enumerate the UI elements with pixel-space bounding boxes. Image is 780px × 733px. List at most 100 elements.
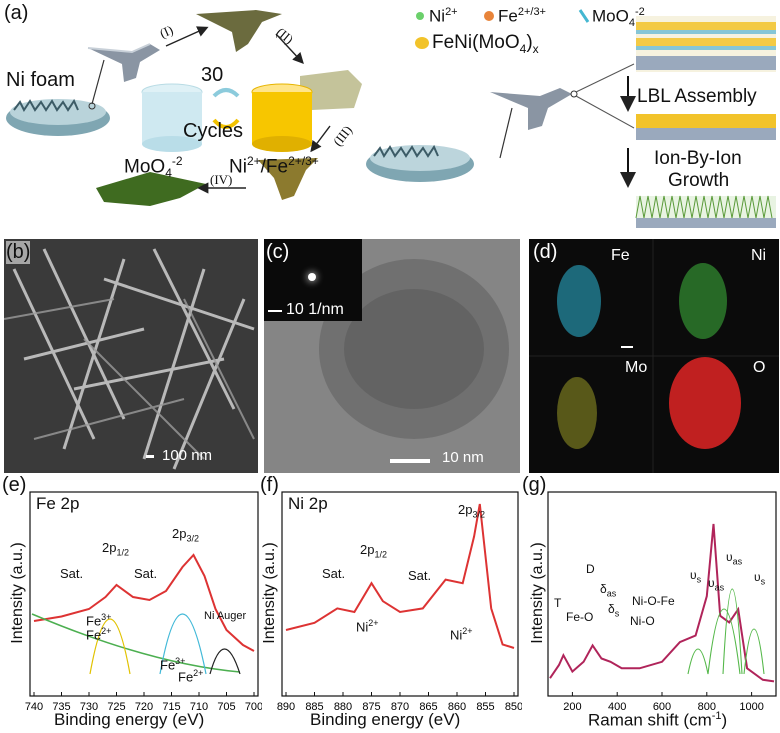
panel-d-label: (d): [533, 241, 558, 263]
panel-g-ylabel: Intensity (a.u.): [529, 542, 546, 644]
f-ann-sat1: Sat.: [322, 566, 346, 581]
x-tick-label: 855: [476, 701, 494, 713]
panel-e-label: (e): [2, 474, 27, 496]
panel-e-ylabel: Intensity (a.u.): [9, 542, 26, 644]
x-tick-label: 730: [80, 701, 98, 713]
x-tick-label: 725: [107, 701, 125, 713]
mo-map: [557, 377, 597, 449]
x-tick-label: 710: [190, 701, 208, 713]
g-ann-nio: Ni-O: [630, 614, 655, 628]
eds-mo-label: Mo: [625, 359, 648, 376]
product-step4-image: [96, 172, 206, 206]
lbl-assembly-label: LBL Assembly: [637, 86, 757, 107]
e-ann-auger: Ni Auger: [204, 610, 247, 622]
x-tick-label: 870: [391, 701, 409, 713]
e-ann-2p32: 2p3/2: [172, 526, 199, 544]
panel-f-ylabel: Intensity (a.u.): [261, 542, 278, 644]
e-ann-fe3b: Fe3+: [160, 656, 186, 673]
e-ann-2p12: 2p1/2: [102, 540, 129, 558]
x-tick-label: 880: [334, 701, 352, 713]
x-tick-label: 875: [362, 701, 380, 713]
g-ann-vs1: υs: [690, 568, 702, 585]
moo4-label: MoO4-2: [124, 154, 183, 181]
x-tick-label: 735: [52, 701, 70, 713]
x-tick-label: 720: [135, 701, 153, 713]
g-ann-d: D: [586, 562, 595, 576]
chart-ni2p: 890 885 880 875 870 865 860 855 850: [277, 491, 522, 713]
fft-spot-icon: [308, 273, 316, 281]
nife-beaker-icon: [251, 83, 313, 152]
x-ticks: 890 885 880 875 870 865 860 855 850: [277, 692, 522, 713]
e-ann-fe2b: Fe2+: [178, 668, 204, 685]
panel-a: (a): [0, 0, 780, 232]
product-step1-image: [196, 10, 282, 52]
eds-scale-bar: [621, 346, 633, 348]
x-tick-label: 800: [698, 701, 716, 713]
chart-raman: 200 400 600 800 1000: [547, 491, 777, 713]
cycle-arrow-icon-2: [212, 118, 240, 129]
legend-fe: Fe2+/3+: [498, 6, 546, 26]
right-ni-foam-image: [366, 144, 474, 182]
panel-e-title: Fe 2p: [36, 494, 80, 513]
g-ann-vs2: υs: [754, 570, 766, 587]
panel-d: (d) Fe Ni Mo O: [529, 239, 779, 473]
moo4-legend-line: [578, 9, 590, 23]
cycle-arrow-icon: [212, 88, 240, 98]
g-ann-niofe: Ni-O-Fe: [632, 594, 675, 608]
g-ann-feo: Fe-O: [566, 610, 594, 624]
f-ann-ni2: Ni2+: [450, 626, 473, 643]
panel-c-scale-label: 10 nm: [442, 449, 484, 466]
f-ann-sat2: Sat.: [408, 568, 432, 583]
fe2p-background-line: [31, 613, 241, 673]
g-ann-das: δas: [600, 582, 617, 599]
product-step2-image: [300, 70, 362, 110]
e-ann-fe3: Fe3+: [86, 612, 112, 629]
x-tick-label: 700: [245, 701, 262, 713]
panel-b-scale-bar: [146, 455, 154, 458]
plot-frame: [29, 491, 259, 697]
g-ann-t: T: [554, 596, 562, 610]
x-tick-label: 400: [608, 701, 626, 713]
raman-fit-peaks: [687, 588, 765, 675]
panel-e-xlabel: Binding energy (eV): [54, 710, 205, 729]
eds-maps: [529, 239, 779, 473]
panel-c-scale-bar: [390, 459, 430, 463]
panel-g-xlabel: Raman shift (cm-1): [588, 710, 728, 730]
x-tick-label: 885: [305, 701, 323, 713]
x-tick-label: 705: [217, 701, 235, 713]
panel-c-label: (c): [266, 241, 290, 263]
layer-stack-2: [636, 114, 776, 140]
feni-legend-icon: [415, 37, 429, 49]
eds-o-label: O: [753, 359, 766, 376]
x-tick-label: 865: [419, 701, 437, 713]
ni-map: [679, 263, 727, 339]
ion-growth-label-1: Ion-By-Ion: [654, 148, 742, 169]
o-map: [669, 357, 741, 449]
panel-f-title: Ni 2p: [288, 494, 328, 513]
panel-c: (c) 10 1/nm 10 nm: [264, 239, 520, 473]
layer-stack-1: [636, 16, 776, 72]
ion-growth-label-2: Growth: [668, 170, 730, 191]
inset-scale-label: 10 1/nm: [286, 301, 344, 318]
fe2p-fit-auger: [209, 648, 241, 675]
legend-ni: Ni2+: [429, 6, 458, 26]
fe2p-spectrum-line: [33, 553, 255, 652]
x-tick-label: 850: [505, 701, 522, 713]
panel-g: (g) 200 400 600 800 1000 Intensity (a.u.) Ra…: [518, 474, 780, 733]
g-ann-ds: δs: [608, 602, 620, 619]
f-ann-2p12: 2p1/2: [360, 542, 387, 560]
electrode-icon: [87, 43, 160, 110]
g-ann-vas1: υas: [708, 576, 725, 593]
right-electrode-icon: [490, 63, 635, 159]
x-tick-label: 715: [162, 701, 180, 713]
f-ann-2p32: 2p3/2: [458, 502, 485, 520]
x-tick-label: 740: [25, 701, 43, 713]
panel-e: (e) 740 735 730 725 720 715 710 705 700 Fe 2p In…: [0, 474, 262, 733]
x-ticks: 200 400 600 800 1000: [563, 692, 764, 713]
x-tick-label: 200: [563, 701, 581, 713]
inset-scale-bar: [268, 310, 282, 312]
moo4-beaker-icon: [141, 83, 203, 152]
eds-fe-label: Fe: [611, 247, 630, 264]
g-ann-vas2: υas: [726, 550, 743, 567]
ni-legend-dot: [416, 12, 424, 20]
